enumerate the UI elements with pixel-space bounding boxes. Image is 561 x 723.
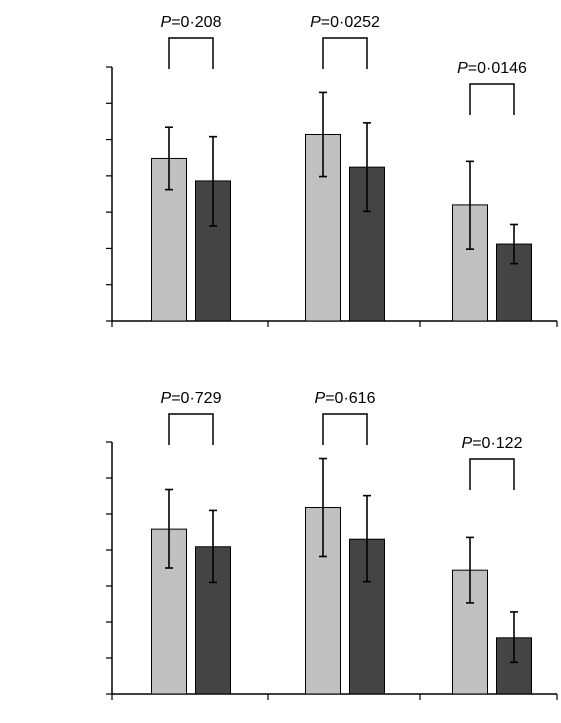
significance-bracket — [322, 37, 368, 69]
significance-bracket — [469, 458, 515, 490]
p-symbol: P — [457, 60, 468, 77]
p-value-annotation: P=0·729 — [161, 390, 222, 407]
significance-bracket — [322, 413, 368, 445]
p-value-annotation: P=0·0146 — [457, 60, 527, 77]
significance-bracket — [168, 37, 214, 69]
p-symbol: P — [315, 390, 326, 407]
p-value: =0·0146 — [468, 60, 527, 77]
significance-bracket — [469, 83, 515, 115]
p-symbol: P — [462, 435, 473, 452]
p-value-annotation: P=0·122 — [462, 435, 523, 452]
p-value-annotation: P=0·208 — [161, 14, 222, 31]
p-symbol: P — [310, 14, 321, 31]
p-value: =0·122 — [472, 435, 522, 452]
significance-bracket — [168, 413, 214, 445]
p-value: =0·616 — [325, 390, 375, 407]
p-value: =0·0252 — [321, 14, 380, 31]
p-value: =0·729 — [171, 390, 221, 407]
p-value-annotation: P=0·616 — [315, 390, 376, 407]
p-value-annotation: P=0·0252 — [310, 14, 380, 31]
p-symbol: P — [161, 14, 172, 31]
p-value: =0·208 — [171, 14, 221, 31]
p-symbol: P — [161, 390, 172, 407]
